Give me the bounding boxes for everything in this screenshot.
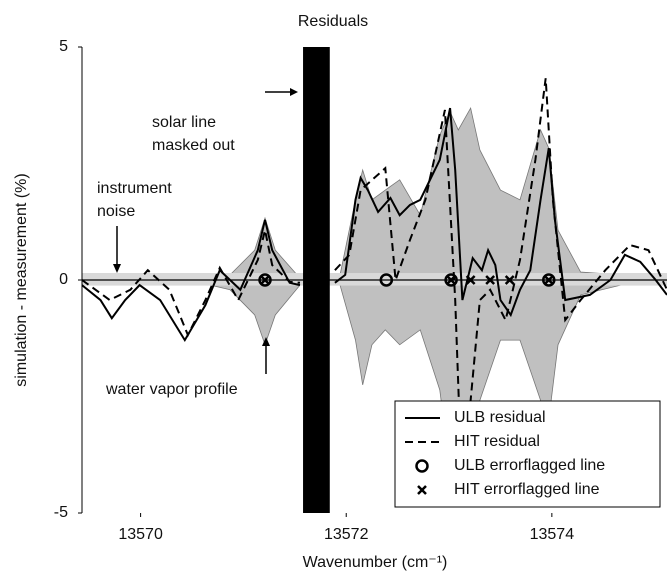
marker-circle xyxy=(258,273,272,287)
arrowhead xyxy=(262,337,270,346)
series-line xyxy=(81,107,667,343)
marker-circle xyxy=(542,273,556,287)
x-axis-label: Wavenumber (cm⁻¹) xyxy=(303,554,448,571)
y-tick-label: 0 xyxy=(59,271,68,288)
x-tick-label: 13574 xyxy=(530,526,575,543)
marker-circle xyxy=(379,273,394,287)
annotation-arrows xyxy=(113,88,298,374)
legend: ULB residual HIT residual ULB errorflagged… xyxy=(394,400,661,508)
annotation: water vapor profile xyxy=(105,381,238,398)
legend-label: HIT errorflagged line xyxy=(454,481,600,498)
legend-swatch xyxy=(417,485,427,495)
noise-band xyxy=(82,273,667,286)
annotation: solar line xyxy=(152,114,216,131)
x-tick-label: 13570 xyxy=(118,526,163,543)
y-tick-label: 5 xyxy=(59,38,68,55)
marker-cross xyxy=(543,275,554,285)
arrowhead xyxy=(290,88,298,96)
legend-label: HIT residual xyxy=(454,433,540,450)
masked-region xyxy=(303,47,330,513)
x-tick-label: 13572 xyxy=(324,526,369,543)
y-axis-label: simulation - measurement (%) xyxy=(13,173,30,386)
legend-label: ULB residual xyxy=(454,409,546,426)
arrowhead xyxy=(113,264,121,273)
annotation: instrument xyxy=(97,180,172,197)
marker-cross xyxy=(504,275,515,285)
series-line xyxy=(81,78,667,501)
marker-cross xyxy=(446,275,456,285)
marker-cross xyxy=(260,275,270,285)
plot-area xyxy=(78,46,667,517)
legend-swatch xyxy=(415,459,429,473)
legend-label: ULB errorflagged line xyxy=(454,457,605,474)
shaded-profile xyxy=(81,106,667,492)
annotation: noise xyxy=(97,203,135,220)
annotation: masked out xyxy=(152,137,235,154)
marker-circle xyxy=(444,273,458,287)
marker-cross xyxy=(485,275,496,285)
chart-title: Residuals xyxy=(298,13,368,30)
y-tick-label: -5 xyxy=(54,504,68,521)
marker-cross xyxy=(465,275,476,285)
